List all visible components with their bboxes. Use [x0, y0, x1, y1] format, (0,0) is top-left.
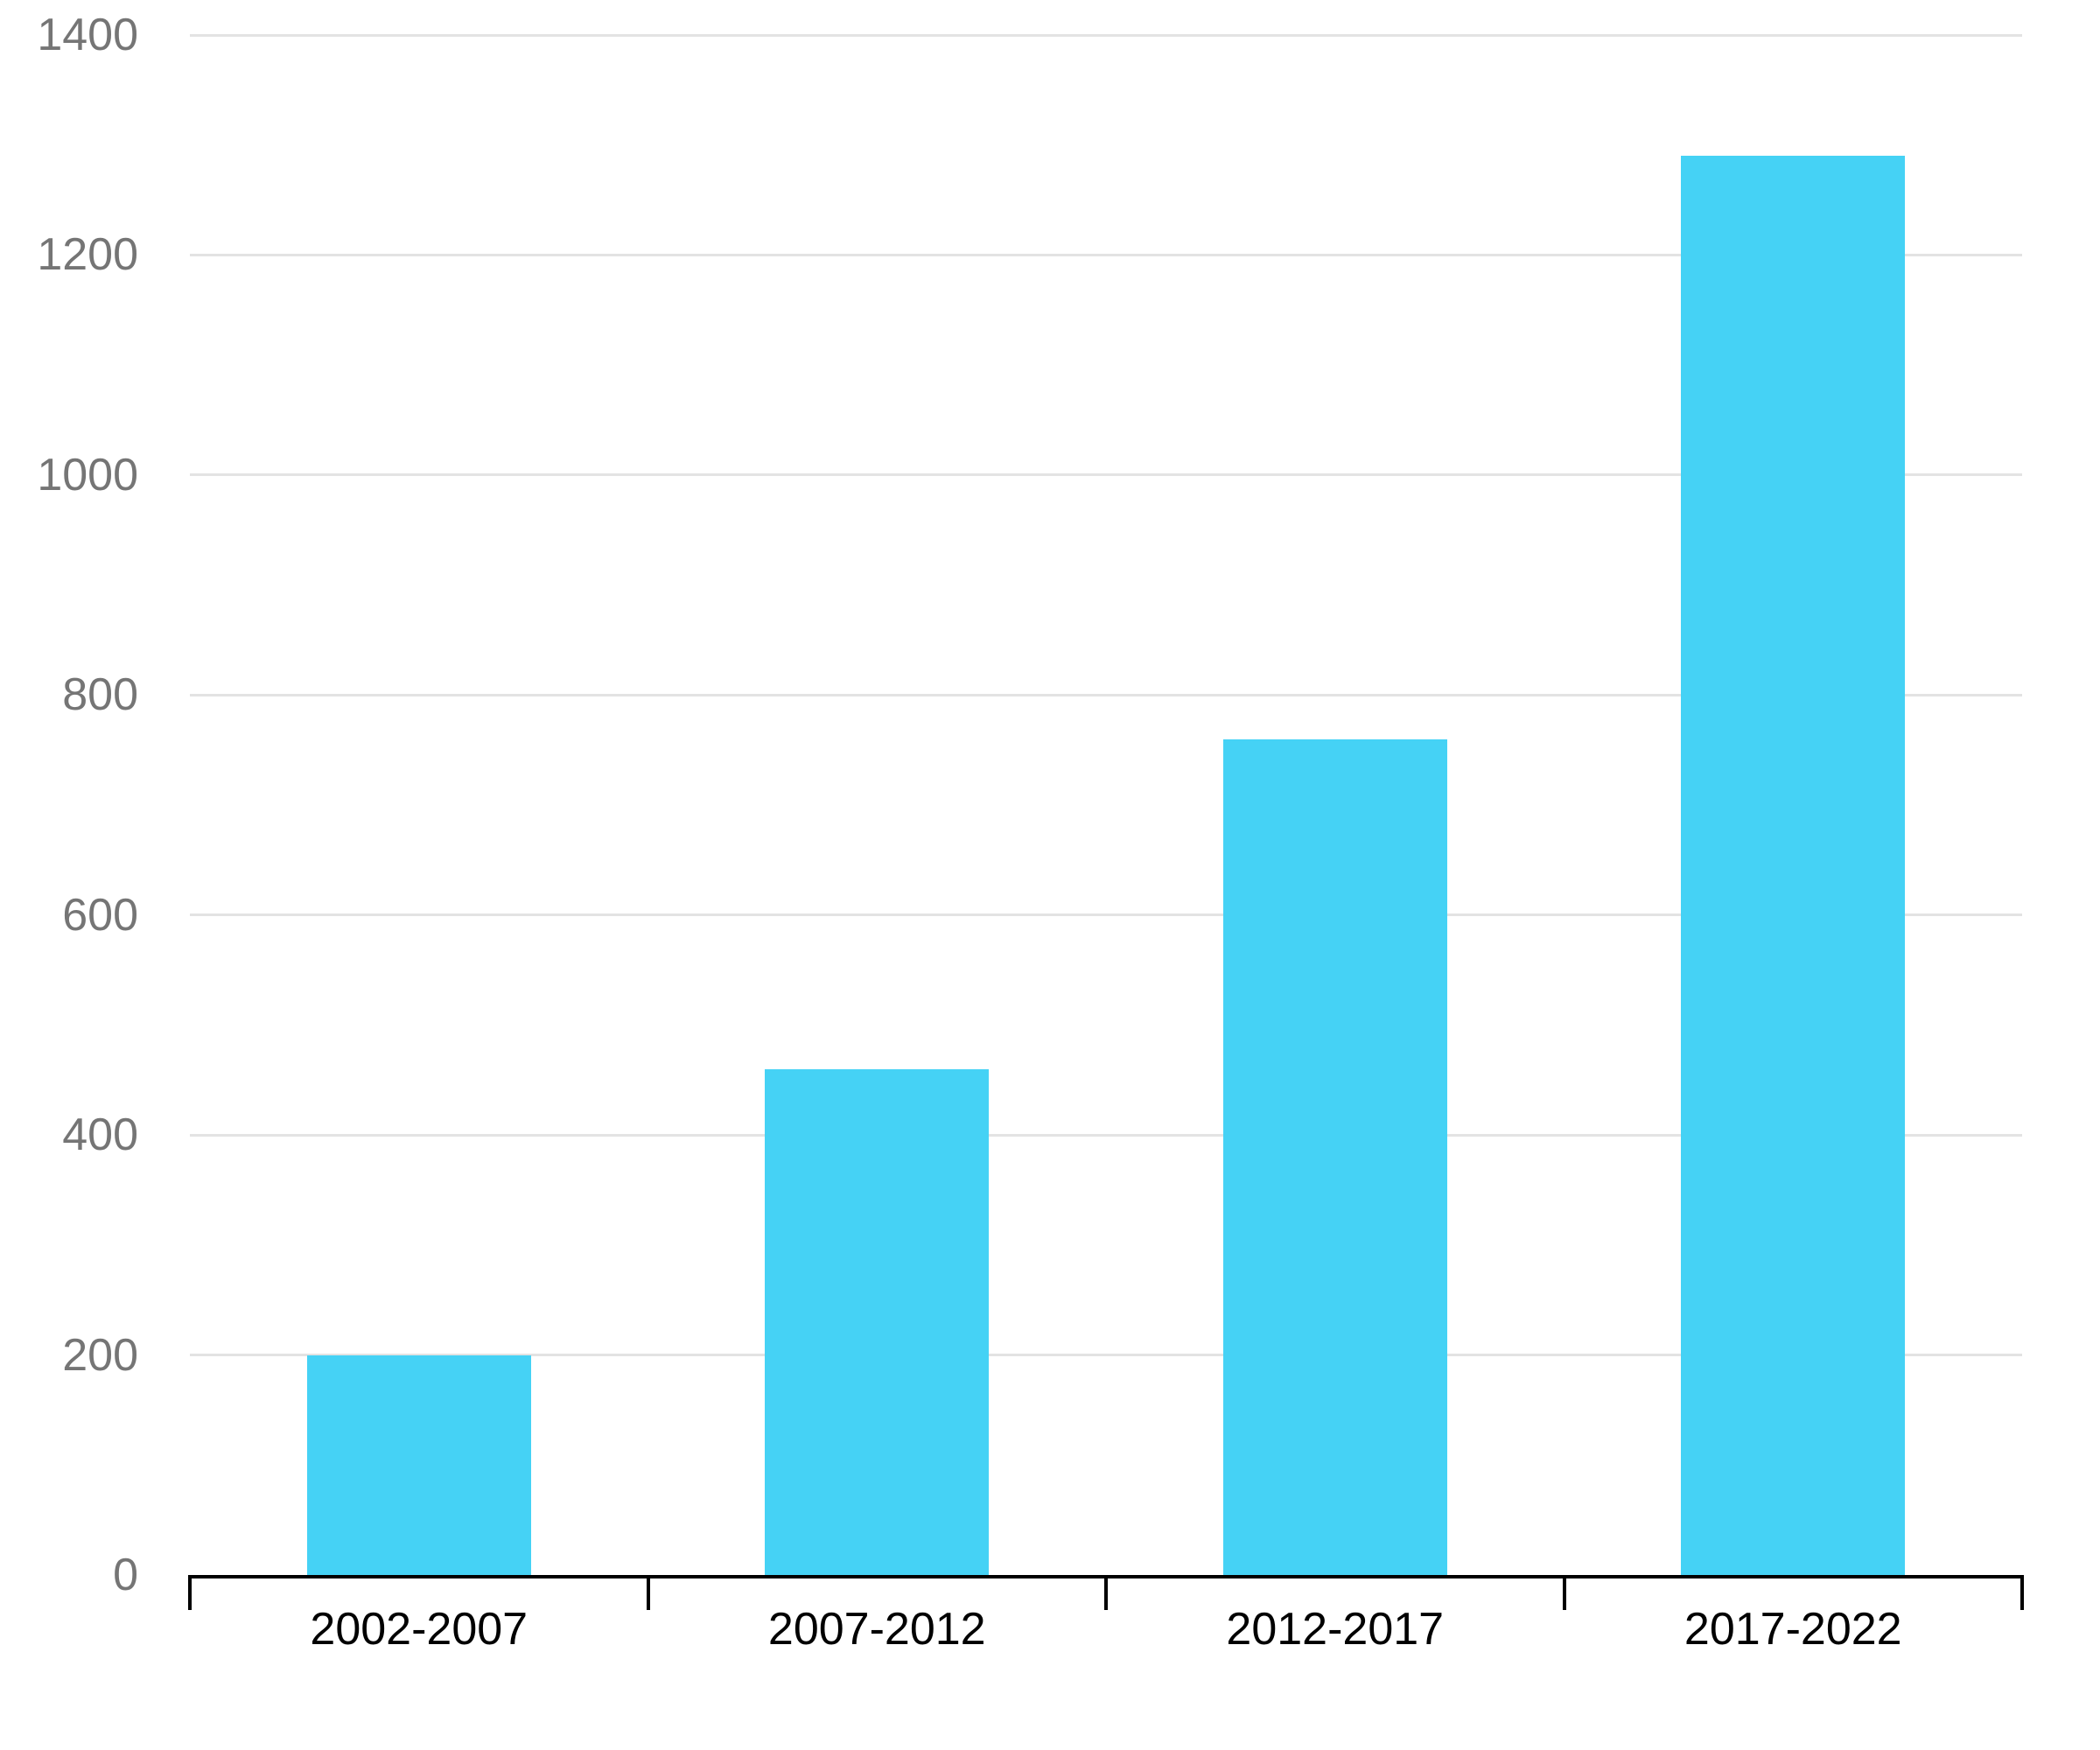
bar-2012-2017 [1222, 738, 1447, 1575]
y-tick-label: 200 [62, 1329, 138, 1381]
x-axis-tick [1562, 1575, 1566, 1610]
gridline-1000 [190, 473, 2022, 477]
y-tick-label: 0 [113, 1550, 138, 1600]
x-axis-tick [1104, 1575, 1108, 1610]
x-axis-tick [188, 1575, 192, 1610]
y-tick-label: 400 [62, 1110, 138, 1161]
x-tick-label: 2012-2017 [1226, 1604, 1445, 1655]
gridline-600 [190, 914, 2022, 917]
gridline-200 [190, 1354, 2022, 1357]
x-axis-tick [2020, 1575, 2024, 1610]
x-axis-tick [646, 1575, 650, 1610]
y-tick-label: 600 [62, 889, 138, 941]
bar-2002-2007 [306, 1354, 531, 1575]
y-tick-label: 800 [62, 669, 138, 721]
bar-2007-2012 [765, 1068, 990, 1575]
y-tick-label: 1200 [37, 229, 138, 281]
y-tick-label: 1000 [37, 449, 138, 500]
gridline-800 [190, 693, 2022, 696]
gridline-1200 [190, 253, 2022, 256]
x-tick-label: 2007-2012 [767, 1604, 986, 1655]
x-tick-label: 2017-2022 [1684, 1604, 1902, 1655]
gridline-1400 [190, 33, 2022, 37]
x-tick-label: 2002-2007 [310, 1604, 528, 1655]
bar-2017-2022 [1681, 156, 1906, 1575]
gridline-400 [190, 1133, 2022, 1137]
y-tick-label: 1400 [37, 10, 138, 60]
